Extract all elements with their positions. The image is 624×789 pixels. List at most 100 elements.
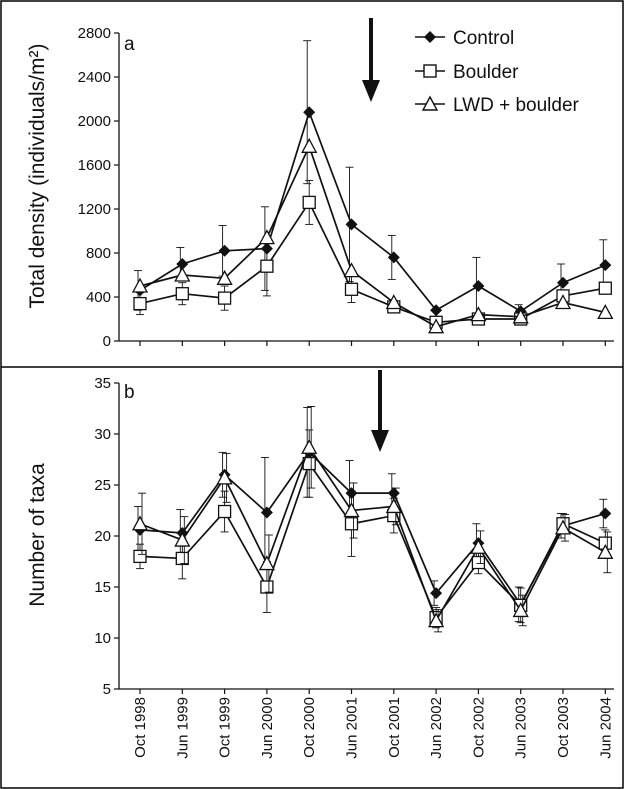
x-tick-label: Jun 2001	[344, 697, 361, 759]
marker-lwd-boulder	[512, 308, 529, 324]
marker-control	[472, 280, 485, 292]
marker-lwd-boulder	[470, 306, 487, 322]
marker-lwd-boulder	[174, 531, 191, 547]
legend-item-lwd-boulder: LWD + boulder	[415, 95, 580, 116]
x-axis-tick-labels: Oct 1998 Jun 1999 Oct 1999 Jun 2000 Oct 2000…	[132, 697, 614, 759]
panel-a-y-tick-label: 2000	[78, 113, 111, 130]
panel-b-y-tick-label: 35	[94, 375, 111, 392]
panel-b-series	[131, 406, 614, 633]
series-line-control	[139, 109, 606, 313]
marker-boulder	[133, 296, 147, 311]
panel-b-y-axis-title: Number of taxa	[26, 463, 49, 607]
marker-control	[557, 276, 569, 289]
marker-lwd-boulder	[428, 318, 445, 334]
series-line-lwd-boulder	[139, 445, 606, 623]
marker-lwd-boulder	[385, 498, 402, 514]
x-tick-label: Jun 1999	[174, 697, 191, 759]
marker-control	[599, 259, 612, 272]
panel-b-label: b	[124, 382, 135, 403]
marker-control	[599, 507, 612, 520]
marker-control	[218, 244, 231, 257]
x-tick-label: Jun 2002	[428, 697, 445, 759]
panel-b-y-tick-label: 25	[94, 477, 111, 494]
marker-boulder	[217, 504, 232, 519]
x-tick-label: Oct 2002	[470, 697, 487, 758]
marker-lwd-boulder	[597, 543, 614, 559]
marker-lwd-boulder	[216, 269, 233, 285]
x-tick-label: Jun 2000	[259, 697, 276, 759]
panel-a-y-tick-label: 1200	[78, 201, 111, 218]
marker-boulder	[260, 580, 274, 594]
panel-a-y-tick-label: 0	[103, 333, 111, 350]
panel-a-label: a	[124, 34, 135, 55]
marker-lwd-boulder	[512, 602, 529, 618]
marker-lwd-boulder	[174, 266, 191, 282]
x-tick-label: Oct 2001	[386, 697, 403, 758]
panel-b-axes: 5 10 15 20 25 30 35	[94, 375, 614, 698]
x-tick-label: Oct 1998	[132, 697, 149, 758]
legend-label-control: Control	[453, 28, 514, 49]
marker-boulder	[133, 549, 147, 564]
series-line-lwd-boulder	[139, 144, 606, 328]
panel-b-y-tick-label: 20	[94, 528, 111, 545]
panel-b-series-lwd-boulder	[131, 406, 614, 633]
marker-control	[387, 487, 400, 500]
panel-a-y-tick-label: 2800	[78, 25, 111, 42]
marker-boulder	[260, 259, 274, 273]
marker-lwd-boulder	[131, 277, 149, 293]
legend-item-control: Control	[415, 28, 514, 49]
marker-lwd-boulder	[343, 262, 360, 278]
series-line-boulder	[139, 200, 606, 324]
panel-a-y-axis-title: Total density (individuals/m²)	[26, 44, 49, 309]
panel-a: 0 400 800 1200 1600 2000 2400 2800 a Total dens…	[26, 18, 614, 350]
panel-a-series-boulder	[133, 179, 612, 329]
x-tick-label: Oct 1999	[217, 697, 234, 758]
x-tick-label: Jun 2004	[597, 697, 614, 759]
panel-b-y-tick-label: 30	[94, 426, 111, 443]
panel-a-arrow	[362, 18, 380, 102]
marker-control	[345, 218, 358, 231]
marker-control	[303, 106, 316, 119]
marker-boulder	[175, 551, 189, 566]
legend-label-lwd-boulder: LWD + boulder	[453, 95, 580, 116]
panel-a-y-tick-label: 1600	[78, 157, 111, 174]
marker-boulder	[344, 517, 359, 531]
panel-b-y-tick-label: 5	[103, 681, 111, 698]
marker-lwd-boulder	[258, 555, 275, 571]
series-line-boulder	[139, 461, 606, 620]
panel-a-y-tick-label: 400	[86, 289, 111, 306]
marker-lwd-boulder	[428, 612, 445, 628]
panel-b-series-control	[134, 407, 612, 623]
marker-lwd-boulder	[131, 515, 149, 531]
marker-boulder	[598, 281, 612, 295]
marker-control	[260, 506, 273, 519]
legend: Control Boulder LWD + boulder	[415, 28, 580, 116]
marker-lwd-boulder	[216, 469, 233, 485]
marker-lwd-boulder	[554, 519, 572, 535]
marker-lwd-boulder	[301, 137, 318, 153]
marker-lwd-boulder	[385, 294, 402, 310]
marker-lwd-boulder	[470, 538, 487, 554]
marker-control	[430, 304, 443, 317]
panel-b-arrow	[371, 370, 389, 452]
marker-boulder	[471, 555, 486, 570]
marker-control	[430, 587, 443, 600]
marker-control	[176, 258, 189, 270]
x-tick-label: Jun 2003	[513, 697, 530, 759]
panel-b-y-tick-label: 10	[94, 630, 111, 647]
marker-boulder	[344, 282, 359, 296]
panel-b-series-boulder	[133, 429, 612, 629]
legend-item-boulder: Boulder	[415, 62, 519, 83]
panel-a-series	[131, 40, 614, 334]
marker-lwd-boulder	[258, 229, 275, 245]
marker-boulder	[175, 287, 189, 301]
panel-b: 5 10 15 20 25 30 35 b Number of taxa	[26, 370, 614, 698]
x-tick-label: Oct 2003	[555, 697, 572, 758]
panel-b-y-tick-label: 15	[94, 579, 111, 596]
panel-a-y-tick-label: 800	[86, 245, 111, 262]
marker-lwd-boulder	[554, 294, 572, 310]
marker-control	[387, 251, 400, 264]
marker-lwd-boulder	[301, 438, 318, 454]
